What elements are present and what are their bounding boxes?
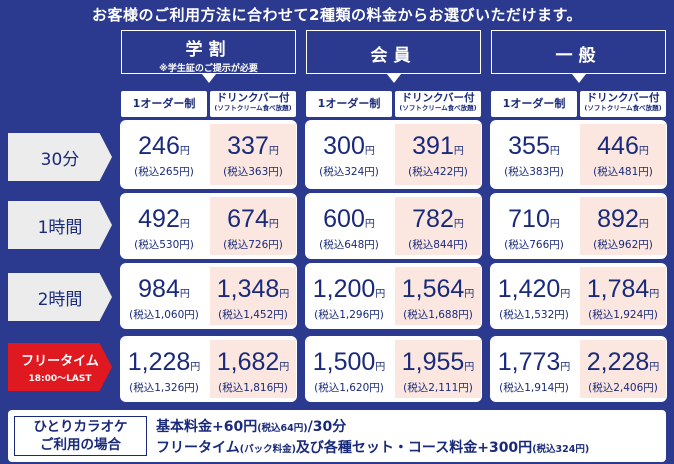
price-cell: 984円 (税込1,060円)	[121, 267, 207, 325]
price-value: 300円	[323, 132, 375, 160]
price-tax-included: (税込265円)	[134, 166, 194, 178]
subheader-one-order: 1オーダー制	[306, 91, 392, 117]
category-label: 学割	[185, 40, 232, 60]
price-value: 600円	[323, 205, 375, 233]
price-tax-included: (税込844円)	[408, 239, 468, 251]
price-value: 337円	[227, 132, 279, 160]
price-tax-included: (税込1,326円)	[129, 382, 199, 394]
price-cell: 246円 (税込265円)	[121, 124, 207, 185]
price-value: 2,228円	[586, 348, 660, 376]
price-tax-included: (税込1,914円)	[499, 382, 569, 394]
price-tax-included: (税込1,296円)	[314, 309, 384, 321]
price-value: 710円	[508, 205, 560, 233]
subheader-drink-bar: ドリンクバー付 (ソフトクリーム食べ放題)	[580, 91, 666, 117]
price-cell: 1,564円 (税込1,688円)	[395, 267, 481, 325]
price-cell: 710円 (税込766円)	[491, 197, 577, 255]
price-cell: 1,773円 (税込1,914円)	[491, 340, 577, 398]
subheader-drink-bar: ドリンクバー付 (ソフトクリーム食べ放題)	[210, 91, 296, 117]
category-note: ※学生証のご提示が必要	[159, 64, 258, 74]
price-value: 1,200円	[312, 275, 386, 303]
price-value: 782円	[412, 205, 464, 233]
price-tax-included: (税込481円)	[593, 166, 653, 178]
solo-karaoke-line-2: フリータイム(パック料金)及び各種セット・コース料金+300円(税込324円)	[156, 440, 590, 456]
price-value: 391円	[412, 132, 464, 160]
category-label: 会員	[370, 46, 417, 66]
price-value: 1,682円	[216, 348, 290, 376]
solo-karaoke-line-1: 基本料金+60円(税込64円)/30分	[156, 419, 347, 435]
price-value: 1,564円	[401, 275, 475, 303]
row-label-2hours: 2時間	[8, 273, 112, 321]
price-value: 1,228円	[127, 348, 201, 376]
price-cell: 1,200円 (税込1,296円)	[306, 267, 392, 325]
price-tax-included: (税込383円)	[504, 166, 564, 178]
price-tax-included: (税込962円)	[593, 239, 653, 251]
price-cell: 1,955円 (税込2,111円)	[395, 340, 481, 398]
price-cell: 391円 (税込422円)	[395, 124, 481, 185]
price-cell: 1,228円 (税込1,326円)	[121, 340, 207, 398]
price-cell: 355円 (税込383円)	[491, 124, 577, 185]
price-value: 1,420円	[497, 275, 571, 303]
page-title: お客様のご利用方法に合わせて2種類の料金からお選びいただけます。	[92, 6, 582, 24]
price-value: 1,348円	[216, 275, 290, 303]
price-value: 355円	[508, 132, 560, 160]
price-cell: 600円 (税込648円)	[306, 197, 392, 255]
price-value: 892円	[597, 205, 649, 233]
price-value: 674円	[227, 205, 279, 233]
category-label: 一般	[555, 46, 602, 66]
subheader-one-order: 1オーダー制	[491, 91, 577, 117]
price-tax-included: (税込1,924円)	[588, 309, 658, 321]
price-value: 1,500円	[312, 348, 386, 376]
price-cell: 492円 (税込530円)	[121, 197, 207, 255]
price-tax-included: (税込530円)	[134, 239, 194, 251]
price-tax-included: (税込726円)	[223, 239, 283, 251]
price-tax-included: (税込1,816円)	[218, 382, 288, 394]
row-label-free-time: フリータイム 18:00～LAST	[8, 343, 112, 391]
subheader-one-order: 1オーダー制	[121, 91, 207, 117]
price-cell: 337円 (税込363円)	[210, 124, 296, 185]
category-gakuwari: 学割 ※学生証のご提示が必要	[121, 30, 296, 74]
price-tax-included: (税込1,060円)	[129, 309, 199, 321]
row-label-30min: 30分	[8, 133, 112, 181]
price-cell: 1,420円 (税込1,532円)	[491, 267, 577, 325]
price-tax-included: (税込2,111円)	[403, 382, 473, 394]
price-tax-included: (税込766円)	[504, 239, 564, 251]
price-cell: 782円 (税込844円)	[395, 197, 481, 255]
price-tax-included: (税込1,688円)	[403, 309, 473, 321]
price-value: 246円	[138, 132, 190, 160]
price-tax-included: (税込1,532円)	[499, 309, 569, 321]
arrow-down-icon	[202, 74, 216, 83]
price-value: 492円	[138, 205, 190, 233]
price-cell: 674円 (税込726円)	[210, 197, 296, 255]
price-cell: 2,228円 (税込2,406円)	[580, 340, 666, 398]
price-cell: 1,682円 (税込1,816円)	[210, 340, 296, 398]
category-general: 一般	[491, 30, 666, 74]
price-tax-included: (税込2,406円)	[588, 382, 658, 394]
price-cell: 446円 (税込481円)	[580, 124, 666, 185]
category-member: 会員	[306, 30, 481, 74]
arrow-down-icon	[387, 74, 401, 83]
price-cell: 300円 (税込324円)	[306, 124, 392, 185]
price-tax-included: (税込1,452円)	[218, 309, 288, 321]
arrow-down-icon	[572, 74, 586, 83]
price-tax-included: (税込324円)	[319, 166, 379, 178]
price-tax-included: (税込648円)	[319, 239, 379, 251]
row-label-1hour: 1時間	[8, 201, 112, 249]
price-tax-included: (税込1,620円)	[314, 382, 384, 394]
price-tax-included: (税込422円)	[408, 166, 468, 178]
price-value: 1,773円	[497, 348, 571, 376]
price-value: 984円	[138, 275, 190, 303]
solo-karaoke-note: ひとりカラオケ ご利用の場合 基本料金+60円(税込64円)/30分 フリータイ…	[8, 410, 666, 462]
solo-karaoke-label: ひとりカラオケ ご利用の場合	[14, 416, 147, 456]
price-cell: 1,784円 (税込1,924円)	[580, 267, 666, 325]
subheader-drink-bar: ドリンクバー付 (ソフトクリーム食べ放題)	[395, 91, 481, 117]
price-tax-included: (税込363円)	[223, 166, 283, 178]
price-value: 1,955円	[401, 348, 475, 376]
price-value: 446円	[597, 132, 649, 160]
price-cell: 1,500円 (税込1,620円)	[306, 340, 392, 398]
price-cell: 892円 (税込962円)	[580, 197, 666, 255]
price-value: 1,784円	[586, 275, 660, 303]
price-cell: 1,348円 (税込1,452円)	[210, 267, 296, 325]
